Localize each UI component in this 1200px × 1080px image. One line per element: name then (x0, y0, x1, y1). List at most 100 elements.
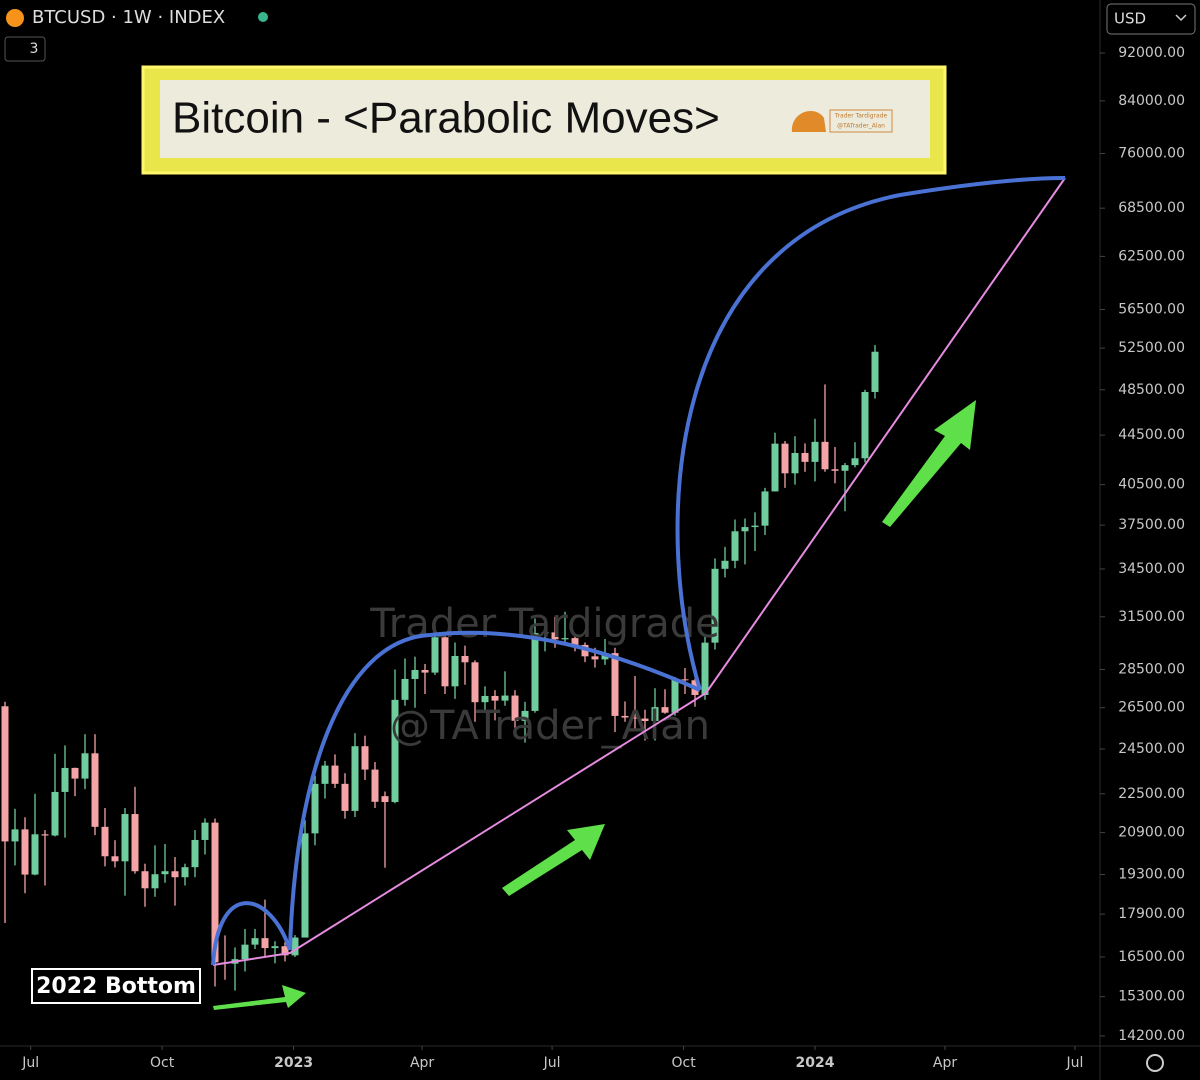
candle-body (21, 829, 29, 875)
logo-text: @TATrader_Alan (837, 123, 885, 130)
candle-body (501, 695, 509, 701)
arrow (502, 824, 605, 896)
candle-body (541, 632, 549, 634)
candle-body (851, 458, 859, 466)
status-dot (258, 12, 268, 22)
candle-body (531, 633, 539, 711)
y-tick-label: 76000.00 (1118, 146, 1185, 162)
candle-body (411, 670, 419, 679)
candle-body (461, 655, 469, 663)
candle-body (131, 814, 139, 872)
candle-body (871, 351, 879, 392)
candle-body (721, 560, 729, 569)
candle-body (181, 867, 189, 878)
candle-body (101, 826, 109, 857)
symbol[interactable]: BTCUSD · 1W · INDEX (32, 7, 225, 28)
candle-body (81, 753, 89, 779)
y-tick-label: 62500.00 (1118, 248, 1185, 264)
currency-select[interactable] (1106, 3, 1196, 35)
y-tick-label: 22500.00 (1118, 786, 1185, 802)
x-tick-label: Apr (933, 1055, 957, 1071)
logo-text: Trader Tardigrade (834, 113, 888, 120)
candle-body (651, 707, 659, 721)
y-tick-label: 17900.00 (1118, 906, 1185, 922)
y-tick-label: 84000.00 (1118, 93, 1185, 109)
arrow (213, 985, 306, 1010)
candle-body (701, 642, 709, 695)
candle-body (151, 874, 159, 889)
candle-body (61, 767, 69, 792)
y-tick-label: 40500.00 (1118, 477, 1185, 493)
x-tick-label: Jul (1066, 1055, 1084, 1071)
y-tick-label: 44500.00 (1118, 427, 1185, 443)
candle-body (311, 783, 319, 834)
x-tick-label: 2024 (796, 1055, 835, 1071)
candle-body (751, 525, 759, 528)
candle-body (781, 443, 789, 474)
candle-body (821, 441, 829, 470)
badge[interactable] (4, 36, 46, 62)
candle-body (91, 753, 99, 827)
plot-area (1, 345, 879, 991)
candle-body (381, 796, 389, 803)
candle-body (291, 937, 299, 956)
y-tick-label: 34500.00 (1118, 561, 1185, 577)
candle-body (711, 568, 719, 643)
candle-body (251, 938, 259, 945)
candle-body (741, 527, 749, 532)
candle-body (471, 662, 479, 703)
axes: 92000.00 84000.00 76000.00 68500.00 62500.00… (21, 45, 1185, 1071)
candle-body (331, 765, 339, 784)
parabola-curve (211, 901, 292, 966)
settings-icon[interactable] (1146, 1054, 1164, 1072)
candle-body (791, 452, 799, 474)
candle-body (121, 814, 129, 862)
candle-body (861, 391, 869, 459)
y-tick-label: 16500.00 (1118, 949, 1185, 965)
y-tick-label: 52500.00 (1118, 340, 1185, 356)
candle-body (831, 469, 839, 471)
candle-body (551, 632, 559, 640)
x-tick-label: Oct (150, 1055, 175, 1071)
candle-body (481, 695, 489, 703)
candle-body (671, 679, 679, 713)
candle-body (321, 765, 329, 784)
y-tick-label: 19300.00 (1118, 866, 1185, 882)
candle-body (11, 829, 19, 842)
candle-body (241, 944, 249, 960)
candle-body (351, 746, 359, 811)
y-tick-label: 20900.00 (1118, 825, 1185, 841)
y-tick-label: 37500.00 (1118, 517, 1185, 533)
candle-body (681, 679, 689, 681)
candle-body (761, 491, 769, 526)
candle-body (611, 653, 619, 716)
candle-body (431, 637, 439, 673)
logo-box (829, 109, 893, 133)
candle-body (491, 695, 499, 701)
arrows (213, 400, 976, 1010)
y-tick-label: 14200.00 (1118, 1028, 1185, 1044)
candle-body (561, 638, 569, 640)
candle-body (811, 441, 819, 462)
candle-body (371, 769, 379, 802)
parabola-curve (288, 630, 701, 951)
candle-body (1, 706, 9, 842)
annotation: 2022 Bottom (36, 974, 196, 999)
x-tick-label: Jul (21, 1055, 39, 1071)
candle-body (361, 746, 369, 770)
candle-body (451, 655, 459, 687)
badge-count: 3 (30, 41, 39, 57)
candle-body (631, 717, 639, 719)
candle-body (281, 946, 289, 956)
symbol-icon (6, 9, 24, 27)
candle-body (731, 531, 739, 561)
parabola-curve (675, 176, 1066, 691)
candle-body (591, 656, 599, 660)
candle-body (401, 678, 409, 700)
candle-body (161, 871, 169, 875)
candle-body (521, 710, 529, 721)
candle-body (191, 839, 199, 868)
y-tick-label: 28500.00 (1118, 661, 1185, 677)
currency: USD (1114, 10, 1146, 28)
